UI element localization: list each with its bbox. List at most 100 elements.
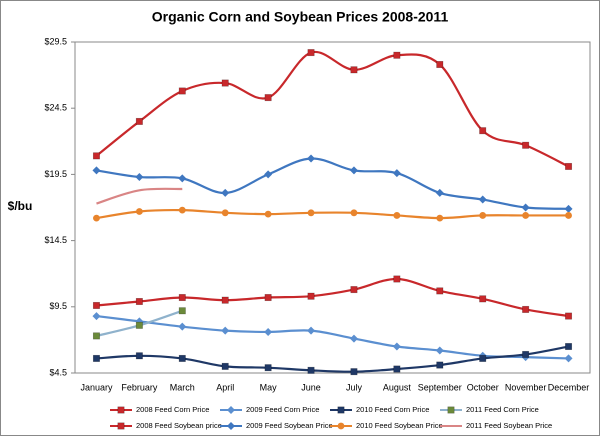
legend-marker (227, 406, 235, 414)
data-point (436, 214, 444, 222)
data-point (478, 195, 487, 204)
data-point (92, 312, 101, 321)
data-point (393, 365, 401, 373)
data-point (307, 326, 316, 335)
y-tick-label: $14.5 (44, 235, 67, 245)
x-tick-label: July (346, 382, 363, 392)
data-point (436, 361, 444, 369)
data-point (393, 275, 401, 283)
data-point (307, 209, 315, 217)
data-point (522, 350, 530, 358)
y-tick-label: $4.5 (49, 367, 67, 377)
data-point (564, 204, 573, 213)
legend-marker (447, 406, 455, 414)
data-point (522, 141, 530, 149)
series-line (96, 277, 569, 318)
series-line (96, 208, 569, 220)
data-point (435, 188, 444, 197)
data-point (307, 292, 315, 300)
data-point (221, 209, 229, 217)
data-point (92, 354, 100, 362)
data-point (392, 342, 401, 351)
data-point (135, 298, 143, 306)
data-point (264, 210, 272, 218)
data-point (565, 212, 572, 219)
data-point (135, 208, 143, 215)
y-tick-label: $19.5 (44, 169, 67, 179)
data-point (135, 117, 143, 125)
data-point (178, 307, 186, 315)
data-point (92, 166, 101, 175)
x-tick-label: October (467, 382, 499, 392)
legend-label: 2008 Feed Corn Price (136, 405, 209, 414)
data-point (178, 87, 186, 95)
legend-marker (337, 406, 345, 414)
x-tick-label: September (418, 382, 462, 392)
x-tick-label: June (301, 382, 321, 392)
data-point (264, 170, 273, 179)
data-point (436, 287, 444, 295)
x-tick-label: February (121, 382, 158, 392)
x-tick-label: April (216, 382, 234, 392)
x-tick-label: December (548, 382, 590, 392)
data-point (522, 305, 530, 313)
legend-label: 2009 Feed Soybean Price (246, 421, 333, 430)
data-point (178, 206, 186, 214)
data-point (436, 61, 444, 69)
data-point (307, 154, 316, 163)
data-point (92, 152, 100, 160)
data-point (479, 212, 487, 219)
chart-title: Organic Corn and Soybean Prices 2008-201… (152, 9, 449, 25)
x-tick-label: November (505, 382, 547, 392)
legend-marker (117, 406, 125, 414)
x-tick-label: January (80, 382, 113, 392)
data-point (521, 203, 530, 212)
data-point (178, 174, 187, 183)
legend-label: 2009 Feed Corn Price (246, 405, 319, 414)
y-axis-label: $/bu (8, 199, 33, 213)
legend-label: 2011 Feed Soybean Price (466, 421, 552, 430)
y-tick-label: $24.5 (44, 103, 67, 113)
data-point (135, 173, 144, 182)
data-point (350, 209, 358, 217)
data-point (264, 94, 272, 102)
data-point (479, 295, 487, 303)
legend-marker (337, 422, 345, 430)
legend-label: 2011 Feed Corn Price (466, 405, 539, 414)
data-point (393, 212, 401, 219)
data-point (479, 354, 487, 362)
data-point (221, 188, 230, 197)
x-tick-label: March (170, 382, 195, 392)
x-tick-label: August (383, 382, 412, 392)
data-point (393, 51, 401, 59)
data-point (307, 366, 315, 374)
data-point (565, 343, 573, 351)
data-point (350, 368, 358, 376)
legend-marker (117, 422, 125, 430)
x-tick-label: May (260, 382, 278, 392)
data-point (221, 79, 229, 87)
data-point (178, 354, 186, 362)
series-line (96, 157, 569, 210)
data-point (135, 352, 143, 360)
data-point (178, 294, 186, 302)
data-point (435, 346, 444, 355)
data-point (178, 322, 187, 331)
series-line (96, 345, 569, 373)
legend-marker (227, 422, 235, 430)
data-point (135, 321, 143, 329)
data-point (221, 296, 229, 304)
data-point (264, 327, 273, 336)
data-point (349, 334, 358, 343)
series-line (96, 187, 183, 205)
data-point (392, 169, 401, 178)
data-point (264, 364, 272, 372)
data-point (350, 66, 358, 74)
data-point (221, 362, 229, 370)
data-point (479, 127, 487, 135)
data-point (92, 301, 100, 309)
data-point (522, 212, 530, 219)
data-point (349, 166, 358, 175)
data-point (264, 294, 272, 302)
